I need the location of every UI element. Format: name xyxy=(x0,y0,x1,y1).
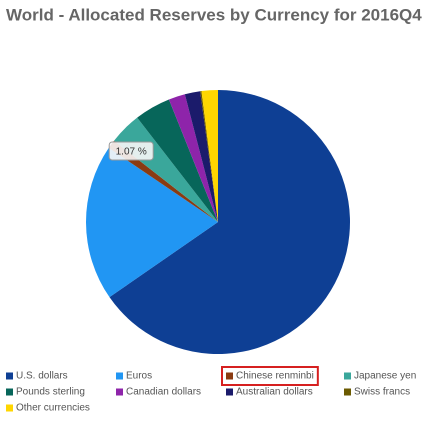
pie xyxy=(85,90,351,355)
tooltip-box xyxy=(108,141,154,161)
legend-label: Euros xyxy=(126,371,152,382)
chart-title: World - Allocated Reserves by Currency f… xyxy=(6,5,422,24)
tooltips: 1.07 % xyxy=(108,141,154,161)
legend-swatch xyxy=(344,372,351,380)
legend-swatch xyxy=(226,372,233,380)
legend-swatch xyxy=(226,388,233,396)
legend-swatch xyxy=(6,404,13,412)
legend-label: Swiss francs xyxy=(354,387,410,398)
pie-slice xyxy=(168,94,218,222)
pie-slice xyxy=(137,99,218,222)
legend-label: Chinese renminbi xyxy=(236,371,314,382)
legend-label: Canadian dollars xyxy=(126,387,201,398)
value-label: 1.07 % xyxy=(116,147,147,158)
legend-label: Pounds sterling xyxy=(16,387,85,398)
pie-slice xyxy=(109,90,351,355)
pie-slice xyxy=(108,140,218,222)
legend-label: Other currencies xyxy=(16,403,90,414)
legend-swatch xyxy=(344,388,351,396)
pie-slice xyxy=(201,90,218,222)
legend-highlight xyxy=(221,366,319,386)
pie-slice xyxy=(184,91,218,222)
legend: U.S. dollars Euros Chinese renminbi Japanes… xyxy=(6,366,416,414)
pie-slice xyxy=(200,91,218,222)
legend-label: Australian dollars xyxy=(236,387,313,398)
legend-swatch xyxy=(116,372,123,380)
legend-swatch xyxy=(6,372,13,380)
pie-slice xyxy=(85,147,218,298)
legend-swatch xyxy=(116,388,123,396)
legend-label: U.S. dollars xyxy=(16,371,68,382)
legend-swatch xyxy=(6,388,13,396)
legend-label: Japanese yen xyxy=(354,371,416,382)
